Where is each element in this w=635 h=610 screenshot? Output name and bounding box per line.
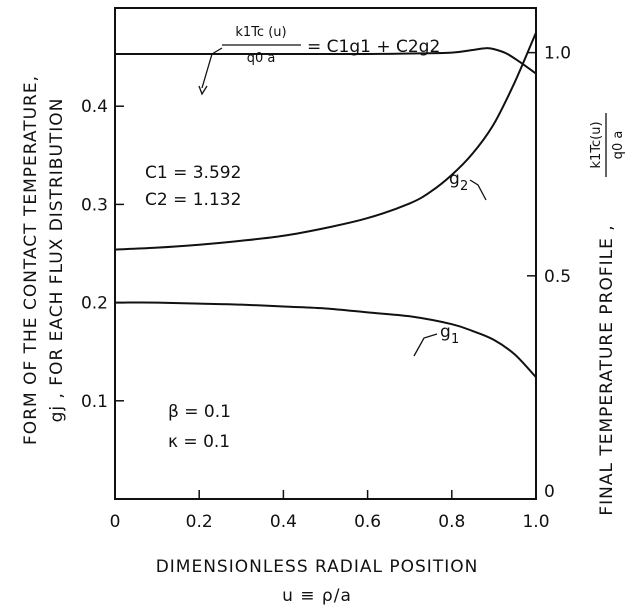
x-tick-label: 1.0 — [522, 512, 549, 532]
left-y-axis-ticks: 0.1 0.2 0.3 0.4 — [81, 97, 124, 412]
g2-curve — [114, 32, 537, 251]
g1-label-subscript: 1 — [451, 332, 459, 347]
g2-label: g 2 — [449, 169, 487, 201]
g2-leader — [469, 179, 487, 201]
left-y-axis-title-line1: FORM OF THE CONTACT TEMPERATURE, — [21, 75, 41, 445]
equation-numerator: k1Tc (u) — [235, 25, 286, 40]
left-y-axis-title-line2: gj , FOR EACH FLUX DISTRIBUTION — [47, 98, 67, 423]
series-lines — [114, 32, 537, 378]
kappa-value: κ = 0.1 — [168, 432, 230, 452]
right-y-axis-ticks: 0 0.5 1.0 — [527, 44, 571, 502]
x-axis-title: DIMENSIONLESS RADIAL POSITION — [156, 557, 479, 577]
c2-value: C2 = 1.132 — [145, 190, 241, 210]
equation-denominator: q0 a — [247, 51, 276, 66]
g2-label-letter: g — [449, 169, 460, 189]
left-y-tick-label: 0.3 — [81, 195, 108, 215]
equation-arrowhead — [198, 85, 208, 96]
x-tick-label: 0.4 — [270, 512, 297, 532]
x-tick-label: 0.2 — [186, 512, 213, 532]
equation-leader-arrow — [201, 47, 223, 89]
right-y-axis-title: FINAL TEMPERATURE PROFILE , — [597, 224, 617, 515]
equation-annotation: k1Tc (u) q0 a = C1g1 + C2g2 — [198, 25, 440, 96]
right-fraction-numerator: k1Tc(u) — [589, 121, 604, 168]
beta-value: β = 0.1 — [168, 402, 231, 422]
c1-value: C1 = 3.592 — [145, 163, 241, 183]
right-y-tick-label: 1.0 — [544, 44, 571, 64]
equation-rhs: = C1g1 + C2g2 — [307, 37, 440, 57]
right-y-tick-label: 0 — [544, 482, 555, 502]
left-y-tick-label: 0.4 — [81, 97, 108, 117]
left-y-tick-label: 0.1 — [81, 392, 108, 412]
plot-frame — [114, 7, 537, 500]
combined-temperature-curve — [114, 47, 537, 75]
x-axis-ticks: 0 0.2 0.4 0.6 0.8 1.0 — [110, 490, 550, 532]
g2-label-subscript: 2 — [460, 179, 468, 194]
g1-label: g 1 — [413, 322, 459, 357]
right-fraction-denominator: q0 a — [611, 131, 626, 160]
g1-leader — [413, 333, 438, 357]
right-y-tick-label: 0.5 — [544, 267, 571, 287]
x-tick-label: 0 — [110, 512, 121, 532]
g1-curve — [114, 301, 537, 378]
x-tick-label: 0.6 — [354, 512, 381, 532]
left-y-tick-label: 0.2 — [81, 294, 108, 314]
right-y-axis-fraction: k1Tc(u) q0 a — [589, 113, 626, 177]
x-tick-label: 0.8 — [438, 512, 465, 532]
g1-label-letter: g — [440, 322, 451, 342]
x-axis-subtitle: u ≡ ρ/a — [282, 586, 352, 606]
